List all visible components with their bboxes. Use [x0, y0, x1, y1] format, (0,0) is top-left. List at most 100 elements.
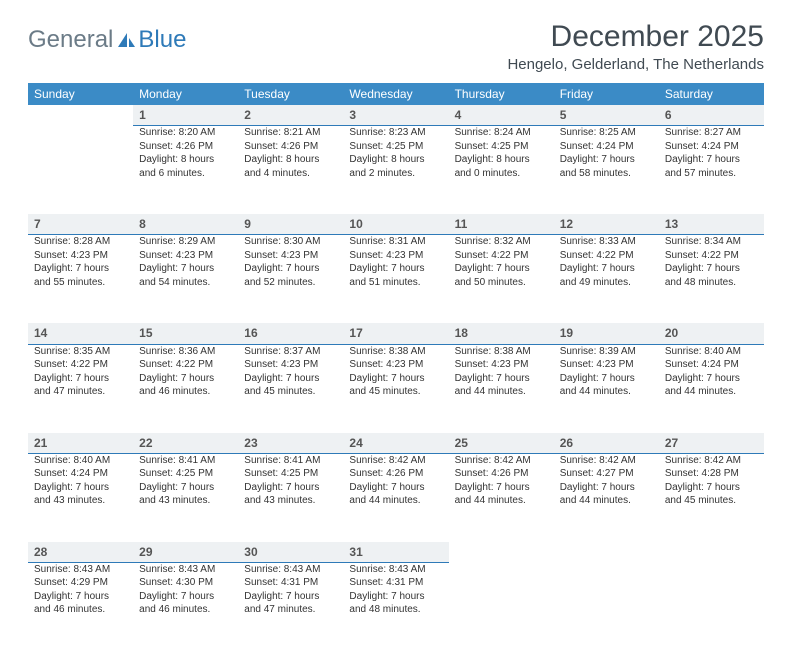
day-cell: Sunrise: 8:25 AMSunset: 4:24 PMDaylight:… — [554, 126, 659, 215]
sunset-text: Sunset: 4:25 PM — [139, 467, 232, 481]
sunrise-text: Sunrise: 8:41 AM — [244, 454, 337, 468]
day-number: 24 — [343, 433, 448, 454]
day-cell — [659, 562, 764, 651]
day-number: 9 — [238, 214, 343, 235]
daylight-text: Daylight: 8 hours and 2 minutes. — [349, 153, 442, 180]
daylight-text: Daylight: 7 hours and 44 minutes. — [349, 481, 442, 508]
sunset-text: Sunset: 4:23 PM — [349, 249, 442, 263]
sunrise-text: Sunrise: 8:42 AM — [665, 454, 758, 468]
sunset-text: Sunset: 4:31 PM — [244, 576, 337, 590]
day-cell: Sunrise: 8:43 AMSunset: 4:31 PMDaylight:… — [238, 562, 343, 651]
sunrise-text: Sunrise: 8:31 AM — [349, 235, 442, 249]
sunset-text: Sunset: 4:24 PM — [665, 358, 758, 372]
day-cell: Sunrise: 8:43 AMSunset: 4:29 PMDaylight:… — [28, 562, 133, 651]
sunrise-text: Sunrise: 8:33 AM — [560, 235, 653, 249]
sunset-text: Sunset: 4:27 PM — [560, 467, 653, 481]
day-cell — [449, 562, 554, 651]
day-number: 30 — [238, 542, 343, 563]
daylight-text: Daylight: 7 hours and 54 minutes. — [139, 262, 232, 289]
day-number — [554, 542, 659, 563]
sunrise-text: Sunrise: 8:21 AM — [244, 126, 337, 140]
logo-sail-icon — [116, 30, 136, 50]
day-cell: Sunrise: 8:43 AMSunset: 4:30 PMDaylight:… — [133, 562, 238, 651]
sunrise-text: Sunrise: 8:42 AM — [560, 454, 653, 468]
sunset-text: Sunset: 4:26 PM — [455, 467, 548, 481]
sunset-text: Sunset: 4:25 PM — [455, 140, 548, 154]
day-cell: Sunrise: 8:24 AMSunset: 4:25 PMDaylight:… — [449, 126, 554, 215]
sunrise-text: Sunrise: 8:32 AM — [455, 235, 548, 249]
sunset-text: Sunset: 4:23 PM — [34, 249, 127, 263]
day-number — [449, 542, 554, 563]
sunset-text: Sunset: 4:22 PM — [139, 358, 232, 372]
daylight-text: Daylight: 7 hours and 44 minutes. — [560, 481, 653, 508]
daylight-text: Daylight: 7 hours and 48 minutes. — [349, 590, 442, 617]
day-number: 7 — [28, 214, 133, 235]
day-number: 1 — [133, 105, 238, 126]
day-number: 11 — [449, 214, 554, 235]
daylight-text: Daylight: 7 hours and 43 minutes. — [244, 481, 337, 508]
sunset-text: Sunset: 4:22 PM — [455, 249, 548, 263]
sunset-text: Sunset: 4:25 PM — [244, 467, 337, 481]
sunrise-text: Sunrise: 8:24 AM — [455, 126, 548, 140]
day-number: 6 — [659, 105, 764, 126]
sunset-text: Sunset: 4:24 PM — [34, 467, 127, 481]
day-number — [659, 542, 764, 563]
day-number: 26 — [554, 433, 659, 454]
day-number: 2 — [238, 105, 343, 126]
sunrise-text: Sunrise: 8:43 AM — [139, 563, 232, 577]
sunset-text: Sunset: 4:29 PM — [34, 576, 127, 590]
sunset-text: Sunset: 4:25 PM — [349, 140, 442, 154]
daylight-text: Daylight: 7 hours and 48 minutes. — [665, 262, 758, 289]
day-cell: Sunrise: 8:41 AMSunset: 4:25 PMDaylight:… — [133, 453, 238, 542]
day-number: 13 — [659, 214, 764, 235]
sunrise-text: Sunrise: 8:23 AM — [349, 126, 442, 140]
daylight-text: Daylight: 7 hours and 58 minutes. — [560, 153, 653, 180]
daylight-text: Daylight: 7 hours and 50 minutes. — [455, 262, 548, 289]
day-number: 21 — [28, 433, 133, 454]
page-title: December 2025 — [507, 20, 764, 54]
day-cell: Sunrise: 8:42 AMSunset: 4:28 PMDaylight:… — [659, 453, 764, 542]
day-number — [28, 105, 133, 126]
day-number: 3 — [343, 105, 448, 126]
calendar-body: 123456Sunrise: 8:20 AMSunset: 4:26 PMDay… — [28, 105, 764, 651]
sunset-text: Sunset: 4:23 PM — [455, 358, 548, 372]
day-number: 10 — [343, 214, 448, 235]
daynum-row: 21222324252627 — [28, 433, 764, 454]
day-number: 22 — [133, 433, 238, 454]
sunrise-text: Sunrise: 8:38 AM — [349, 345, 442, 359]
sunset-text: Sunset: 4:26 PM — [244, 140, 337, 154]
location: Hengelo, Gelderland, The Netherlands — [507, 56, 764, 73]
content-row: Sunrise: 8:35 AMSunset: 4:22 PMDaylight:… — [28, 344, 764, 433]
day-cell: Sunrise: 8:42 AMSunset: 4:26 PMDaylight:… — [343, 453, 448, 542]
sunrise-text: Sunrise: 8:20 AM — [139, 126, 232, 140]
daylight-text: Daylight: 7 hours and 47 minutes. — [244, 590, 337, 617]
calendar-table: Sunday Monday Tuesday Wednesday Thursday… — [28, 83, 764, 651]
sunset-text: Sunset: 4:23 PM — [560, 358, 653, 372]
sunrise-text: Sunrise: 8:42 AM — [349, 454, 442, 468]
daynum-row: 123456 — [28, 105, 764, 126]
day-cell — [554, 562, 659, 651]
daylight-text: Daylight: 7 hours and 44 minutes. — [455, 372, 548, 399]
sunset-text: Sunset: 4:24 PM — [560, 140, 653, 154]
daynum-row: 28293031 — [28, 542, 764, 563]
day-cell: Sunrise: 8:43 AMSunset: 4:31 PMDaylight:… — [343, 562, 448, 651]
sunrise-text: Sunrise: 8:41 AM — [139, 454, 232, 468]
day-number: 14 — [28, 323, 133, 344]
daylight-text: Daylight: 7 hours and 45 minutes. — [665, 481, 758, 508]
content-row: Sunrise: 8:43 AM Sunset: 4:29 PM Daylight:… — [28, 562, 764, 651]
daylight-text: Daylight: 7 hours and 44 minutes. — [665, 372, 758, 399]
day-number: 5 — [554, 105, 659, 126]
daylight-text: Daylight: 7 hours and 46 minutes. — [139, 372, 232, 399]
daylight-text: Daylight: 8 hours and 0 minutes. — [455, 153, 548, 180]
day-cell: Sunrise: 8:21 AMSunset: 4:26 PMDaylight:… — [238, 126, 343, 215]
day-cell: Sunrise: 8:36 AMSunset: 4:22 PMDaylight:… — [133, 344, 238, 433]
sunrise-text: Sunrise: 8:36 AM — [139, 345, 232, 359]
daylight-text: Daylight: 7 hours and 44 minutes. — [455, 481, 548, 508]
sunrise-text: Sunrise: 8:28 AM — [34, 235, 127, 249]
day-cell: Sunrise: 8:33 AMSunset: 4:22 PMDaylight:… — [554, 235, 659, 324]
day-number: 31 — [343, 542, 448, 563]
sunrise-text: Sunrise: 8:42 AM — [455, 454, 548, 468]
day-cell: Sunrise: 8:42 AMSunset: 4:26 PMDaylight:… — [449, 453, 554, 542]
day-number: 29 — [133, 542, 238, 563]
title-block: December 2025 Hengelo, Gelderland, The N… — [507, 20, 764, 73]
